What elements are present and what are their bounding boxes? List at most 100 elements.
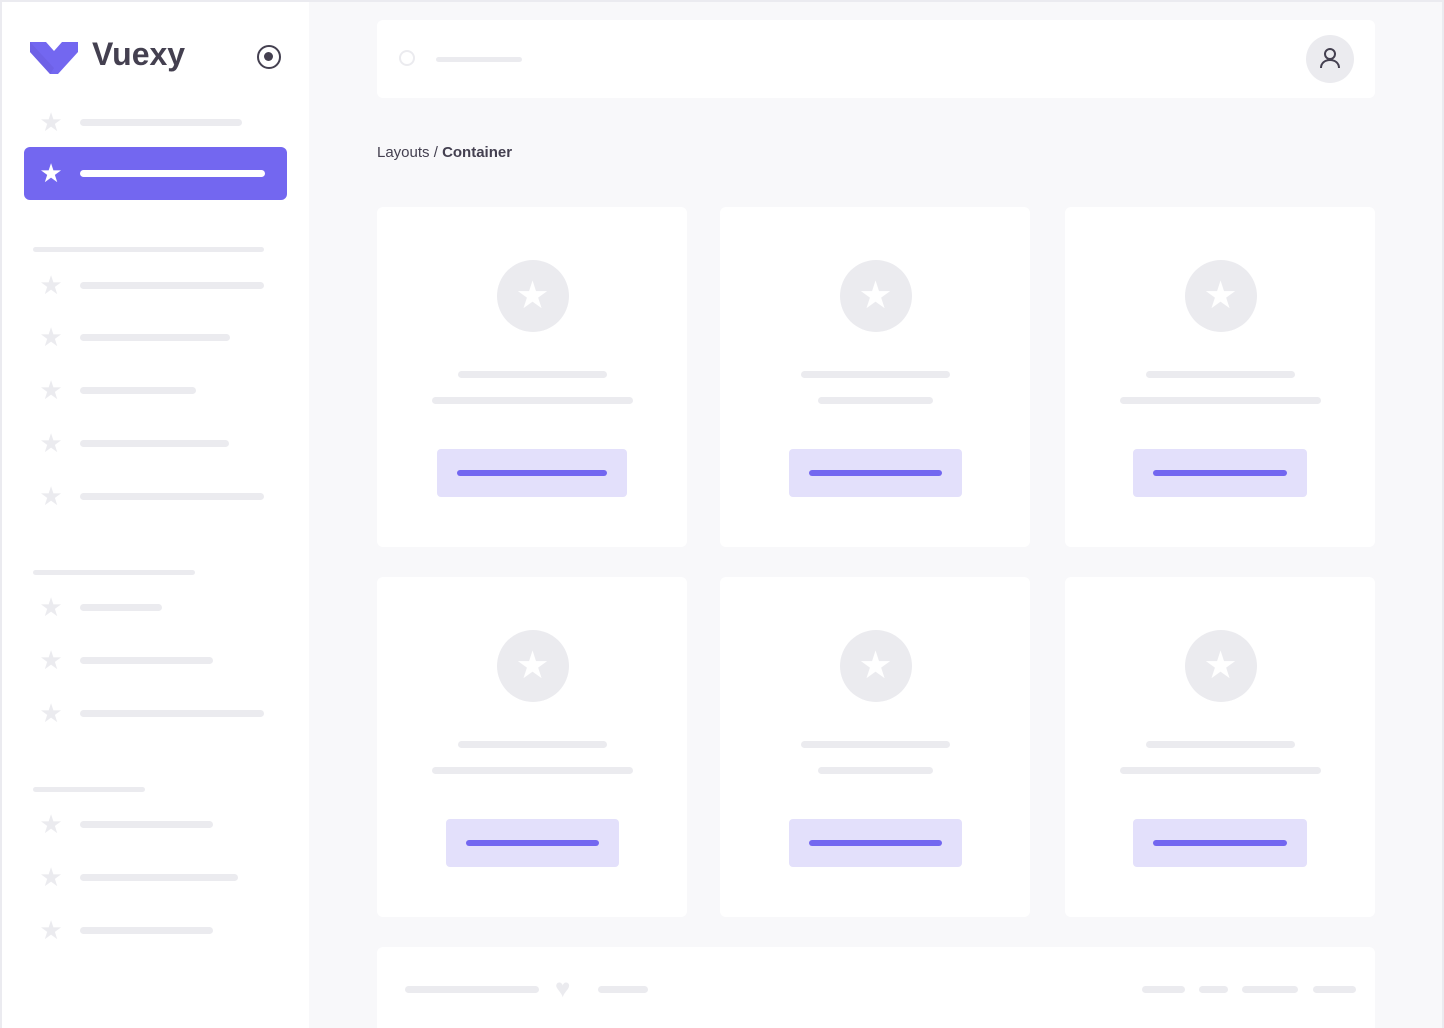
content-card: ★ [377, 577, 687, 917]
card-text [818, 767, 933, 774]
sidebar-item-active[interactable]: ★ [24, 147, 287, 200]
card-button-label [809, 840, 942, 846]
star-icon: ★ [39, 698, 63, 728]
content-card: ★ [720, 577, 1030, 917]
sidebar-item[interactable]: ★ [2, 592, 302, 622]
sidebar-toggle-icon[interactable] [257, 45, 281, 69]
user-icon [1320, 48, 1340, 69]
card-title [458, 371, 607, 378]
sidebar-item[interactable]: ★ [2, 322, 302, 352]
card-button[interactable] [1133, 819, 1307, 867]
sidebar-item[interactable]: ★ [2, 698, 302, 728]
sidebar-item-label [80, 657, 213, 664]
star-icon: ★ [39, 592, 63, 622]
card-button[interactable] [1133, 449, 1307, 497]
breadcrumb: Layouts / Container [377, 144, 512, 161]
card-button-label [466, 840, 599, 846]
sidebar-item[interactable]: ★ [2, 375, 302, 405]
card-button-label [809, 470, 942, 476]
star-icon: ★ [839, 260, 912, 332]
card-text [1120, 767, 1321, 774]
search-icon[interactable] [399, 50, 415, 66]
navbar [377, 20, 1375, 98]
sidebar-item-label [80, 874, 238, 881]
card-title [1146, 741, 1295, 748]
star-icon: ★ [39, 158, 63, 188]
card-text [1120, 397, 1321, 404]
card-text [818, 397, 933, 404]
star-icon: ★ [39, 270, 63, 300]
card-title [801, 741, 950, 748]
sidebar-item-label [80, 710, 264, 717]
star-icon: ★ [1184, 260, 1257, 332]
card-button[interactable] [789, 819, 962, 867]
sidebar-item[interactable]: ★ [2, 107, 302, 137]
sidebar-item[interactable]: ★ [2, 270, 302, 300]
footer-link[interactable] [1313, 986, 1356, 993]
breadcrumb-parent[interactable]: Layouts [377, 144, 430, 161]
card-button[interactable] [446, 819, 619, 867]
sidebar-item[interactable]: ★ [2, 915, 302, 945]
card-title [1146, 371, 1295, 378]
content-card: ★ [720, 207, 1030, 547]
content-card: ★ [1065, 577, 1375, 917]
footer-link[interactable] [1242, 986, 1298, 993]
star-icon: ★ [39, 645, 63, 675]
card-button[interactable] [789, 449, 962, 497]
card-text [432, 397, 633, 404]
sidebar-item-label [80, 387, 196, 394]
star-icon: ★ [39, 322, 63, 352]
sidebar-item-label [80, 821, 213, 828]
breadcrumb-separator: / [429, 144, 443, 161]
sidebar-item-label [80, 282, 264, 289]
star-icon: ★ [39, 428, 63, 458]
footer-text [405, 986, 539, 993]
heart-icon: ♥ [555, 973, 571, 1003]
card-title [801, 371, 950, 378]
sidebar-section-header [33, 570, 195, 575]
star-icon: ★ [496, 260, 569, 332]
star-icon: ★ [39, 915, 63, 945]
sidebar: Vuexy ★ ★ ★ ★ ★ ★ ★ ★ ★ ★ ★ ★ ★ [2, 2, 309, 1028]
card-title [458, 741, 607, 748]
star-icon: ★ [39, 481, 63, 511]
card-button-label [1153, 470, 1287, 476]
footer-link[interactable] [1142, 986, 1185, 993]
card-button[interactable] [437, 449, 627, 497]
sidebar-item[interactable]: ★ [2, 862, 302, 892]
user-avatar[interactable] [1306, 35, 1354, 83]
card-text [432, 767, 633, 774]
sidebar-item[interactable]: ★ [2, 809, 302, 839]
sidebar-item-label [80, 440, 229, 447]
card-button-label [1153, 840, 1287, 846]
sidebar-item-label [80, 927, 213, 934]
sidebar-item-label [80, 604, 162, 611]
sidebar-item[interactable]: ★ [2, 481, 302, 511]
star-icon: ★ [496, 630, 569, 702]
content-card: ★ [1065, 207, 1375, 547]
brand-name: Vuexy [92, 36, 186, 72]
star-icon: ★ [1184, 630, 1257, 702]
sidebar-item-label [80, 170, 265, 177]
sidebar-item-label [80, 493, 264, 500]
sidebar-section-header [33, 787, 145, 792]
sidebar-section-header [33, 247, 264, 252]
footer-text [598, 986, 648, 993]
star-icon: ★ [39, 107, 63, 137]
star-icon: ★ [39, 809, 63, 839]
star-icon: ★ [39, 862, 63, 892]
sidebar-item[interactable]: ★ [2, 428, 302, 458]
star-icon: ★ [39, 375, 63, 405]
search-input[interactable] [436, 57, 522, 62]
star-icon: ★ [839, 630, 912, 702]
breadcrumb-current: Container [442, 144, 513, 161]
sidebar-item-label [80, 334, 230, 341]
sidebar-item[interactable]: ★ [2, 645, 302, 675]
vuexy-logo-icon [30, 42, 78, 79]
footer-link[interactable] [1199, 986, 1228, 993]
card-button-label [457, 470, 607, 476]
sidebar-item-label [80, 119, 242, 126]
content-card: ★ [377, 207, 687, 547]
footer: ♥ [377, 947, 1375, 1028]
